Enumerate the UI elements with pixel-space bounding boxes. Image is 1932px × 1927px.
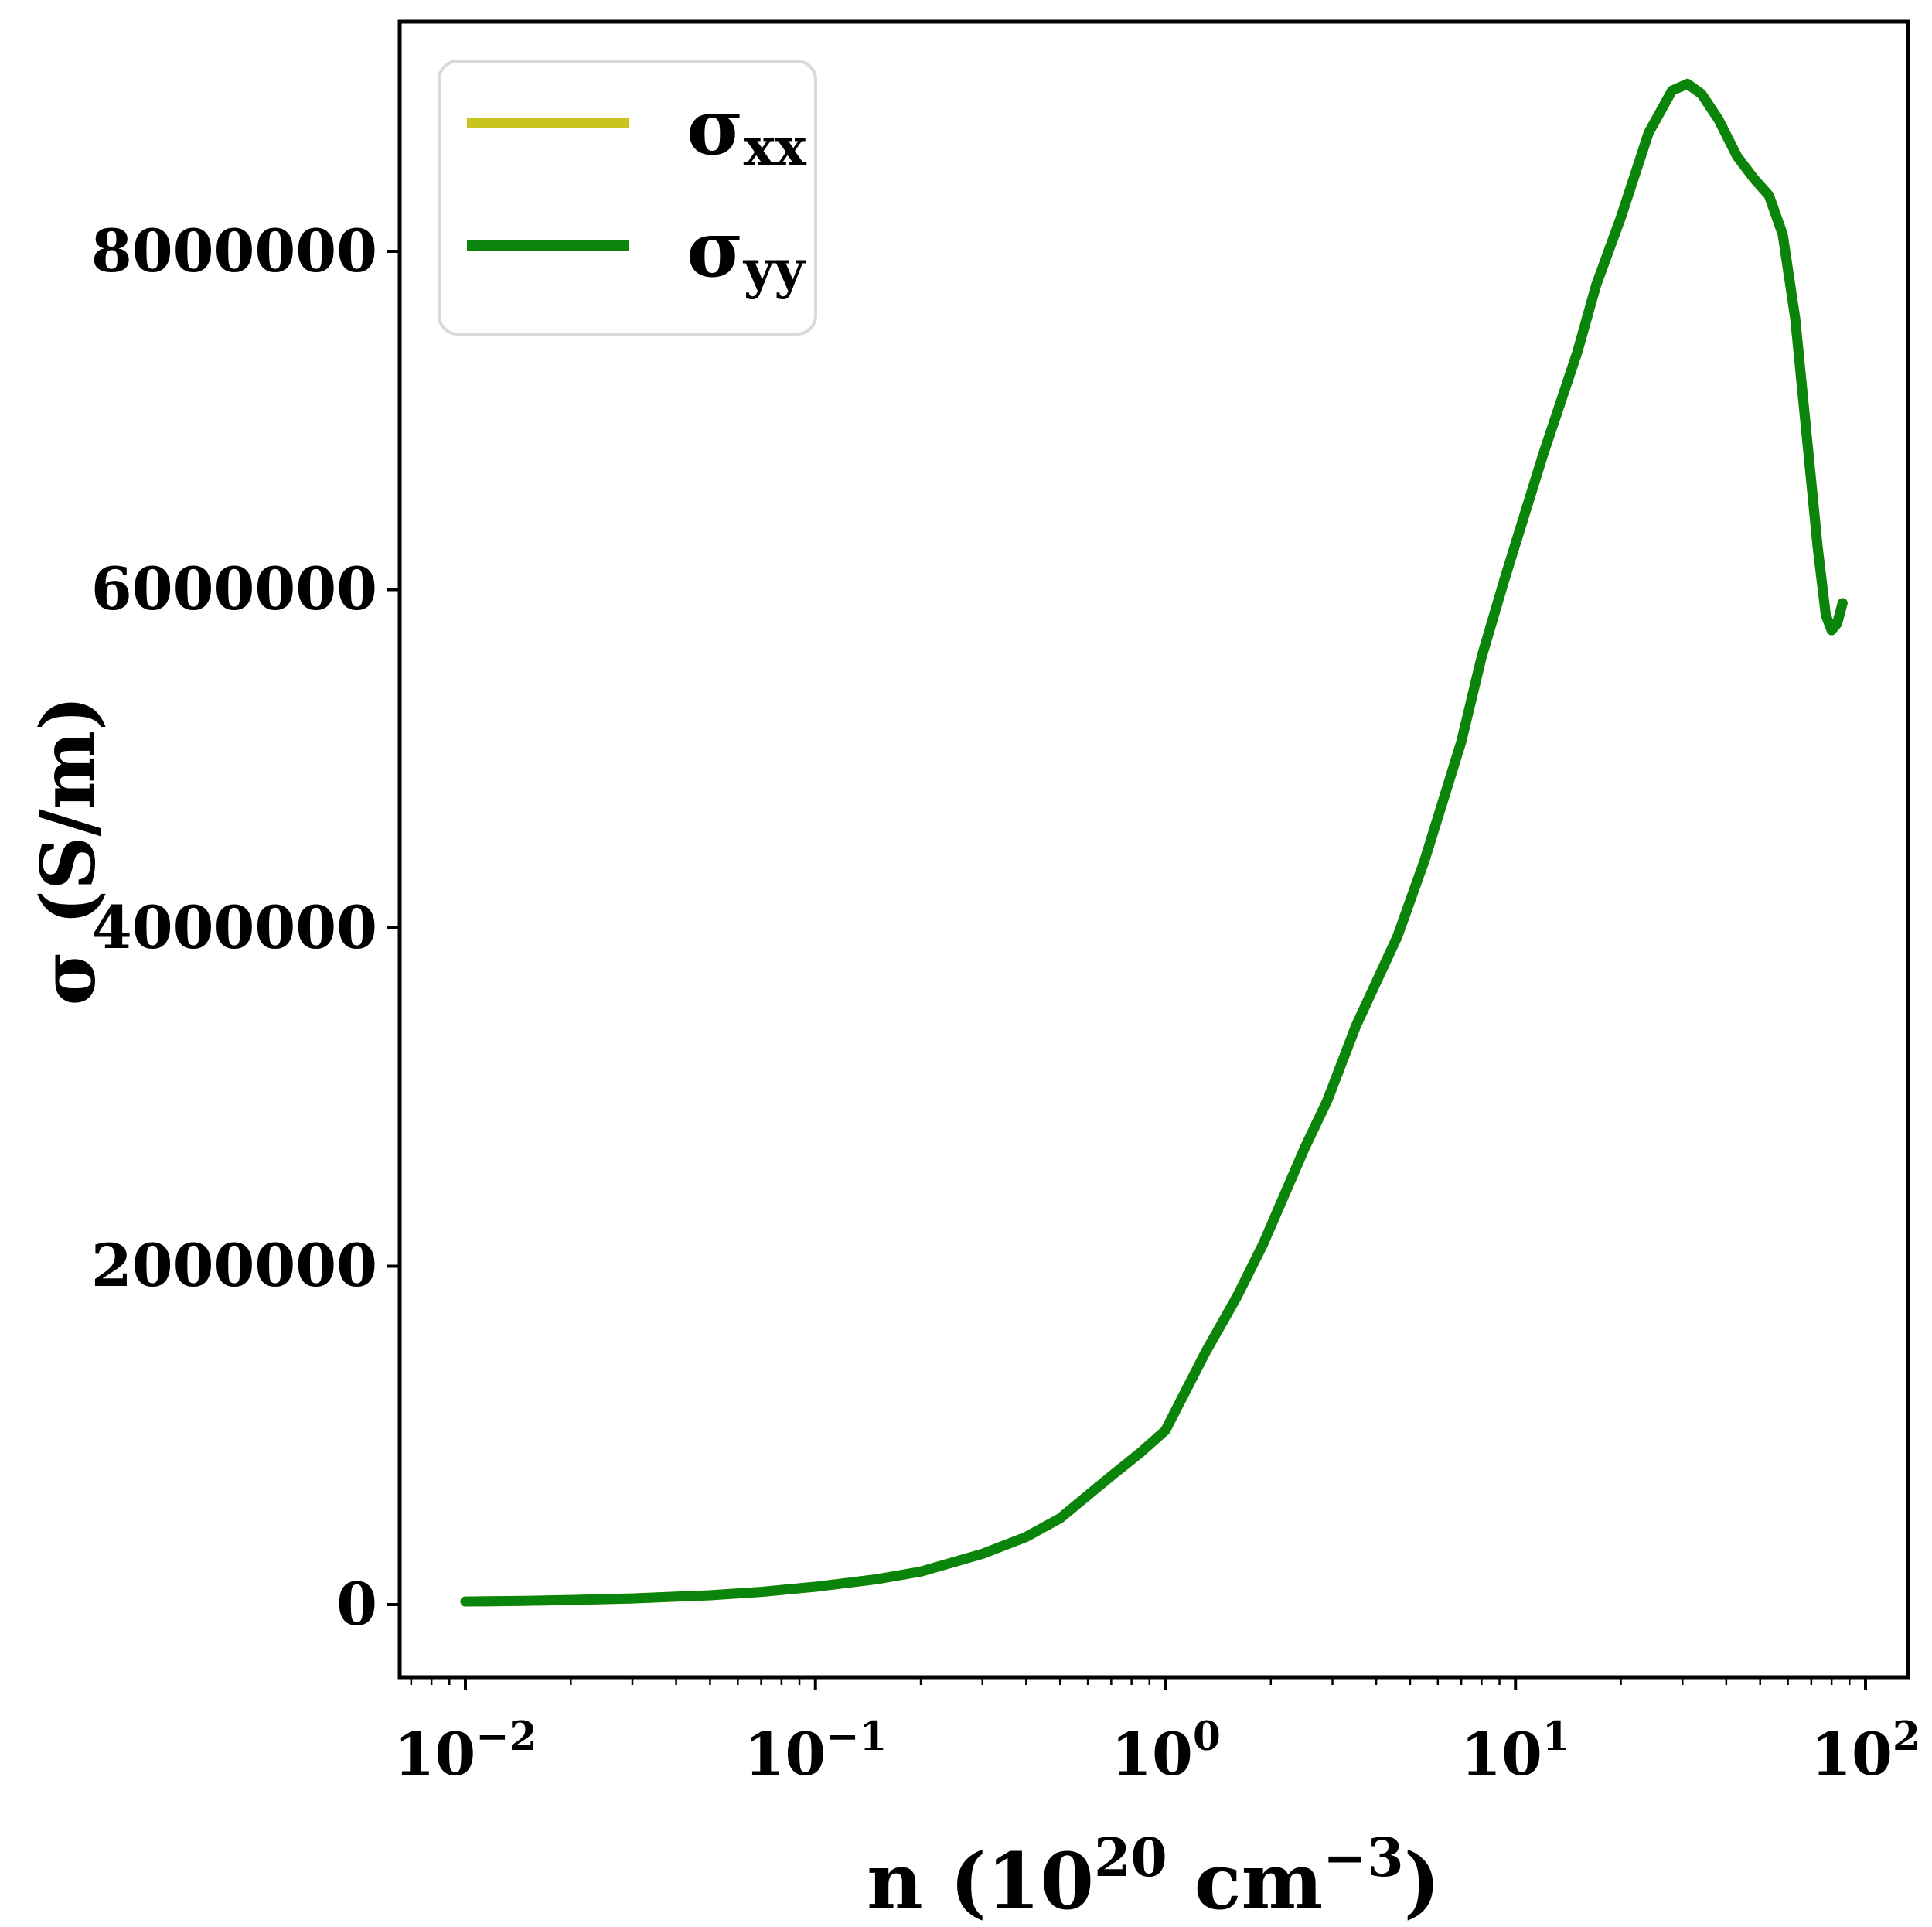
x-axis-label-exponent: −3 xyxy=(1323,1827,1404,1889)
x-axis-label-text: n (10 xyxy=(867,1836,1095,1927)
x-tick-exponent: 2 xyxy=(1892,1713,1920,1760)
plot-frame xyxy=(397,19,1910,1680)
x-tick-exponent: −2 xyxy=(475,1713,537,1760)
x-tick-base: 10 xyxy=(1460,1720,1542,1789)
x-tick-base: 10 xyxy=(744,1720,826,1789)
legend-label-sigma-yy: σyy xyxy=(687,210,805,309)
y-tick-label: 8000000 xyxy=(90,217,377,285)
x-axis-label-text: ) xyxy=(1403,1836,1440,1927)
x-axis-label-exponent: 20 xyxy=(1094,1827,1167,1889)
y-tick-label: 0 xyxy=(336,1570,377,1639)
y-tick-label: 4000000 xyxy=(90,893,377,962)
legend-label-subscript: yy xyxy=(743,238,805,301)
legend-line-sigma-yy xyxy=(467,240,629,251)
x-tick-exponent: 1 xyxy=(1542,1713,1570,1760)
legend-label-text: σ xyxy=(687,81,744,172)
x-tick-label: 10−1 xyxy=(700,1698,932,1806)
y-tick-label: 6000000 xyxy=(90,554,377,623)
legend-line-sigma-xx xyxy=(467,118,629,128)
x-tick-label: 10−2 xyxy=(349,1698,581,1806)
series-lines xyxy=(460,78,1848,1607)
x-axis-label-text: cm xyxy=(1167,1836,1324,1927)
legend-box: σxx σyy xyxy=(438,60,817,336)
x-tick-base: 10 xyxy=(1111,1720,1193,1789)
legend-label-sigma-xx: σxx xyxy=(687,88,806,186)
series-line-sigma-yy xyxy=(460,78,1848,1607)
x-tick-base: 10 xyxy=(1811,1720,1893,1789)
y-axis-label: σ (S/m) xyxy=(24,695,112,1006)
x-tick-label: 100 xyxy=(1050,1698,1282,1806)
axis-ticks xyxy=(387,250,1867,1690)
x-tick-exponent: 0 xyxy=(1192,1713,1221,1760)
x-axis-label: n (1020 cm−3) xyxy=(767,1816,1540,1924)
x-tick-exponent: −1 xyxy=(826,1713,888,1760)
x-tick-base: 10 xyxy=(394,1720,476,1789)
legend-label-subscript: xx xyxy=(743,116,806,179)
legend-label-text: σ xyxy=(687,203,744,295)
x-tick-label: 101 xyxy=(1399,1698,1631,1806)
y-tick-label: 2000000 xyxy=(90,1231,377,1300)
x-tick-label: 102 xyxy=(1750,1698,1932,1806)
